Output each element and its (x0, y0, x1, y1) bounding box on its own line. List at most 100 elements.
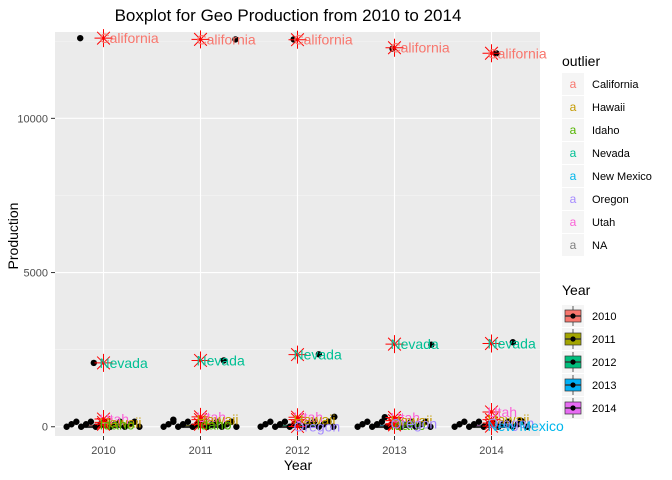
legend-outlier-label: California (592, 79, 639, 91)
data-point (218, 423, 226, 430)
data-point (90, 359, 98, 367)
outlier-label: Idaho (197, 416, 232, 432)
legend-key (562, 119, 584, 141)
data-point (271, 423, 279, 430)
outlier-star (482, 417, 501, 436)
star-ray (387, 416, 402, 431)
star-ray (96, 417, 111, 431)
star-ray (193, 353, 208, 368)
outlier-label: California (294, 32, 353, 48)
outlier-label: Utah (100, 411, 130, 427)
data-point (475, 418, 483, 425)
data-point (427, 423, 434, 430)
data-point (407, 418, 415, 425)
data-point (305, 421, 313, 428)
legend-outlier-label: Nevada (592, 148, 631, 160)
outlier-label: Oregon (391, 416, 438, 432)
data-point (465, 423, 473, 430)
data-point (354, 423, 361, 430)
legend-year-item: 2014 (562, 397, 616, 419)
star-ray (484, 419, 499, 433)
legend-outlier-label: Utah (592, 217, 615, 229)
outlier-label: Oregon (294, 418, 341, 434)
outlier-star (288, 345, 307, 364)
legend-key-glyph: a (570, 169, 577, 183)
data-point (257, 423, 264, 430)
data-point (509, 339, 517, 346)
data-point (174, 423, 182, 430)
star-ray (193, 417, 208, 431)
data-point (68, 421, 75, 428)
data-point (107, 423, 114, 430)
data-point (331, 413, 338, 421)
outlier-label: Nevada (488, 335, 536, 351)
legend-outlier-label: New Mexico (592, 171, 652, 183)
data-point (77, 34, 84, 42)
data-point (232, 36, 239, 43)
data-point (517, 417, 524, 424)
legend-key-glyph: a (570, 215, 577, 229)
data-point (131, 418, 138, 425)
outlier-stars-layer (94, 29, 501, 436)
y-tick-label: 5000 (24, 268, 48, 280)
legend-outlier-item: a Idaho (562, 119, 620, 141)
legend-outlier-label: Idaho (592, 125, 620, 137)
outlier-label: Hawaii (391, 413, 433, 429)
outlier-star (288, 417, 307, 436)
y-tick-label: 10000 (17, 113, 48, 125)
legend-year-item: 2011 (562, 328, 616, 350)
outlier-label: Hawaii (100, 414, 142, 430)
star-ray (484, 46, 499, 60)
data-point (310, 418, 318, 425)
data-point (208, 421, 216, 428)
legend-year-label: 2010 (592, 311, 616, 323)
outlier-star (94, 353, 113, 372)
x-axis: 2010 2011 2012 2013 2014 (91, 436, 504, 457)
legend-key (562, 165, 584, 187)
outlier-star (288, 30, 307, 49)
data-point (417, 421, 424, 428)
y-tick-label: 0 (42, 422, 48, 434)
legend-year: Year 2010 2011 2012 2013 2014 (562, 282, 616, 419)
legend-outlier-label: NA (592, 240, 608, 252)
data-point (223, 421, 230, 428)
data-point (165, 421, 172, 428)
data-point (126, 421, 133, 428)
legend-outlier-item: a New Mexico (562, 165, 652, 187)
data-point (82, 421, 90, 428)
legend-outlier-label: Oregon (592, 194, 629, 206)
legend-year-item: 2010 (562, 305, 616, 327)
legend-key-glyph: a (570, 77, 577, 91)
data-point (276, 421, 284, 428)
outlier-label: Hawaii (197, 412, 239, 428)
outlier-star (94, 29, 113, 48)
data-point (121, 423, 129, 430)
legend-outlier-item: a Hawaii (562, 96, 625, 118)
outlier-label: Utah (197, 409, 227, 425)
legend-key-glyph: a (570, 238, 577, 252)
legend-key-glyph: a (570, 100, 577, 114)
data-point (470, 421, 478, 428)
outlier-star (385, 414, 404, 433)
data-point (428, 341, 435, 348)
legend-outlier-item: a Nevada (562, 142, 631, 164)
data-point (412, 423, 420, 430)
outlier-star (385, 38, 404, 57)
data-point (267, 418, 274, 425)
data-point (524, 423, 531, 430)
x-tick-label: 2011 (189, 445, 213, 457)
legend-key-glyph: a (570, 146, 577, 160)
data-point (461, 418, 468, 425)
data-point (170, 416, 177, 423)
data-point (315, 351, 323, 358)
legend-year-label: 2012 (592, 357, 616, 369)
legend-key (562, 188, 584, 210)
star-ray (484, 336, 499, 351)
data-point (422, 418, 429, 425)
outlier-label: Nevada (100, 355, 148, 371)
star-ray (193, 32, 208, 47)
outlier-label: Hawaii (294, 412, 336, 428)
legend-year-label: 2013 (592, 380, 616, 392)
outlier-star (191, 351, 210, 370)
